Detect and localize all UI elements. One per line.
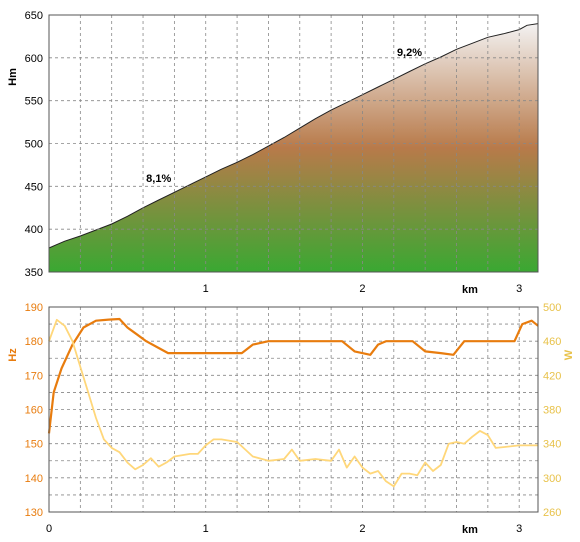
- power-line: [48, 318, 538, 488]
- hr-y-tick: 150: [25, 439, 43, 451]
- elevation-y-tick: 400: [25, 224, 43, 236]
- power-y-tick: 300: [543, 473, 561, 485]
- elevation-x-tick: 1: [203, 283, 209, 295]
- hr-y-tick: 190: [25, 302, 43, 314]
- power-y-tick: 260: [543, 507, 561, 519]
- power-y-tick: 340: [543, 439, 561, 451]
- hr-x-tick: 3: [516, 523, 522, 535]
- hr-x-tick: 2: [359, 523, 365, 535]
- elevation-line: [48, 23, 539, 249]
- hr-y-label: Hz: [7, 348, 19, 362]
- elevation-y-tick: 350: [25, 267, 43, 279]
- elevation-x-tick: 3: [516, 283, 522, 295]
- hr-y-tick: 180: [25, 336, 43, 348]
- elevation-y-tick: 450: [25, 181, 43, 193]
- power-y-tick: 500: [543, 302, 561, 314]
- hr-y-tick: 170: [25, 370, 43, 382]
- elevation-y-label: Hm: [7, 68, 19, 86]
- elevation-area: [49, 23, 538, 272]
- elevation-y-tick: 550: [25, 96, 43, 108]
- power-y-tick: 380: [543, 405, 561, 417]
- power-y-label: W: [563, 349, 575, 360]
- hr-y-tick: 130: [25, 507, 43, 519]
- elevation-y-tick: 650: [25, 10, 43, 22]
- hr-x-tick: 0: [46, 523, 52, 535]
- hr-y-tick: 160: [25, 405, 43, 417]
- elevation-x-label: km: [462, 284, 478, 296]
- grade-annotation: 9,2%: [397, 47, 422, 59]
- heart-rate-line: [47, 317, 539, 434]
- elevation-y-tick: 600: [25, 53, 43, 65]
- elevation-y-tick: 500: [25, 139, 43, 151]
- elevation-x-tick: 2: [359, 283, 365, 295]
- hr-frame: [48, 306, 539, 513]
- hr-y-tick: 140: [25, 473, 43, 485]
- power-y-tick: 420: [543, 370, 561, 382]
- grade-annotation: 8,1%: [146, 173, 171, 185]
- hr-x-label: km: [462, 524, 478, 536]
- power-y-tick: 460: [543, 336, 561, 348]
- hr-x-tick: 1: [203, 523, 209, 535]
- elevation-frame: [48, 14, 539, 273]
